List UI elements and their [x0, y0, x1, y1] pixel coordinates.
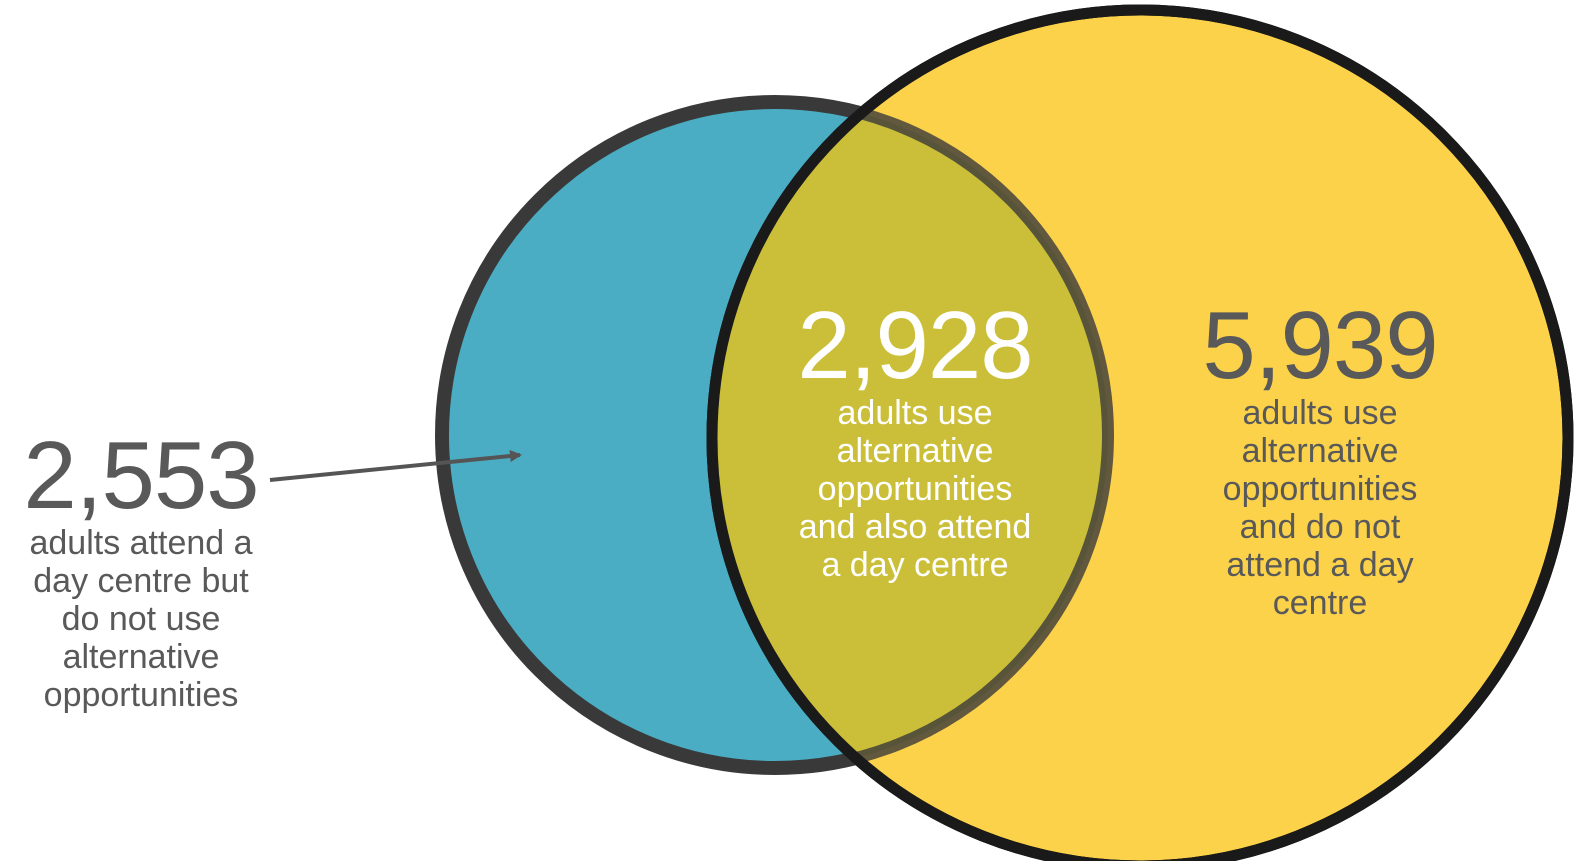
- day-centre-only-label: 2,553 adults attend a day centre but do …: [0, 422, 282, 715]
- alternative-only-description: adults use alternative opportunities and…: [1222, 394, 1418, 622]
- both-description: adults use alternative opportunities and…: [798, 394, 1032, 584]
- pointer-arrow: [269, 450, 522, 482]
- day-centre-only-value: 2,553: [23, 422, 259, 529]
- alternative-only-label: 5,939 adults use alternative opportuniti…: [1180, 292, 1460, 623]
- both-value: 2,928: [797, 292, 1033, 399]
- alternative-only-value: 5,939: [1202, 292, 1438, 399]
- both-label: 2,928 adults use alternative opportuniti…: [770, 292, 1060, 585]
- day-centre-only-description: adults attend a day centre but do not us…: [29, 524, 253, 714]
- day-centre-circle-inner-outline: [436, 96, 1114, 774]
- alternative-opportunities-outline: [706, 4, 1574, 861]
- overlap-region: [712, 102, 1108, 768]
